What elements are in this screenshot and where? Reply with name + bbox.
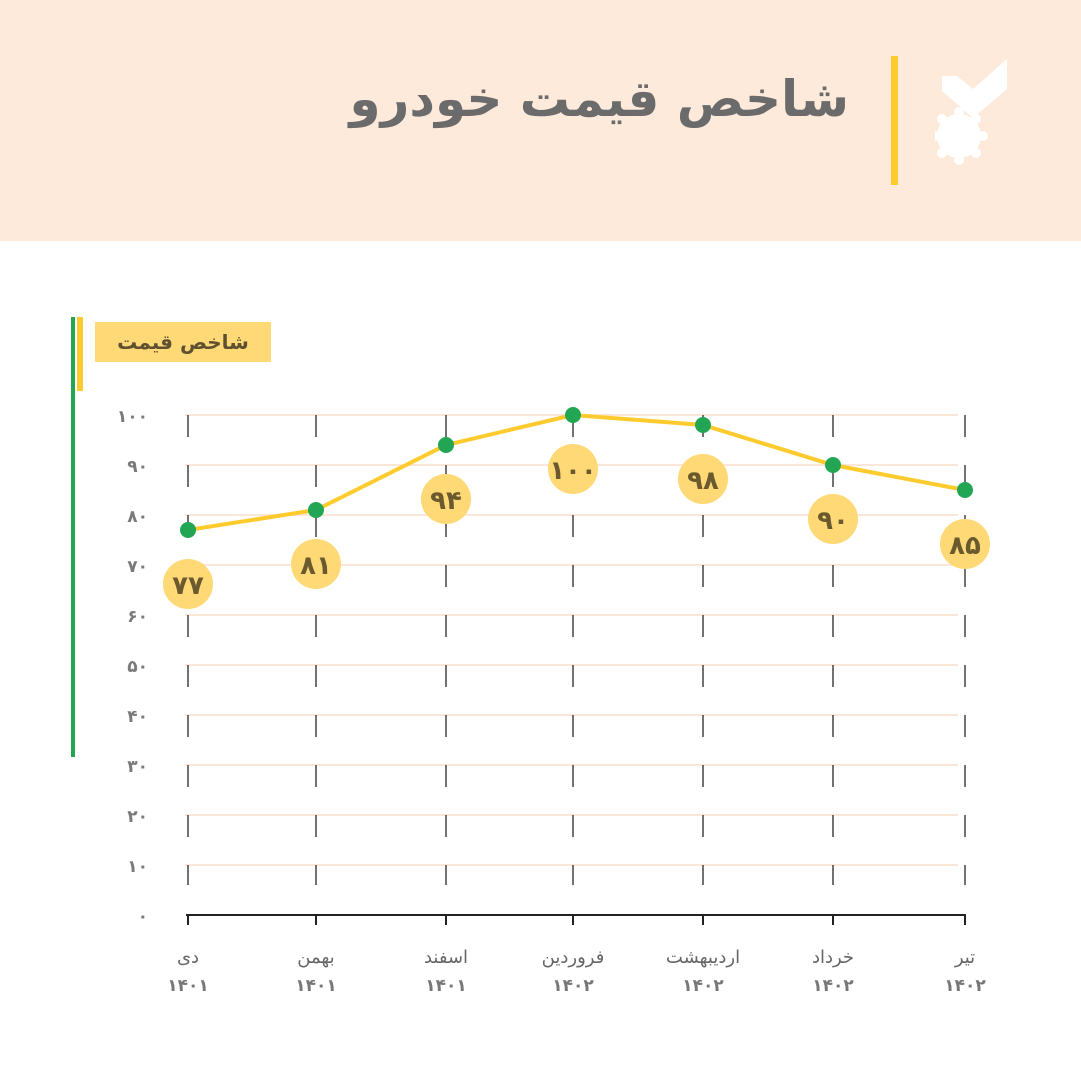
data-label-bubble	[291, 539, 341, 589]
y-tick-label: ۱۰۰	[117, 407, 148, 427]
data-label-bubble	[808, 494, 858, 544]
x-tick-label-year: ۱۴۰۱	[295, 976, 337, 996]
y-tick-label: ۶۰	[127, 607, 148, 627]
data-point	[438, 437, 454, 453]
x-tick-label-year: ۱۴۰۱	[167, 976, 209, 996]
data-label: ۷۷	[172, 571, 204, 601]
data-label: ۸۵	[949, 531, 981, 561]
y-tick-label: ۲۰	[127, 807, 148, 827]
y-tick-label: ۰	[138, 907, 148, 927]
x-tick-label-year: ۱۴۰۲	[944, 976, 986, 996]
y-tick-label: ۱۰	[127, 857, 148, 877]
header-banner	[0, 0, 1081, 241]
data-point	[825, 457, 841, 473]
y-tick-label: ۸۰	[127, 507, 148, 527]
x-tick-label-month: خرداد	[812, 947, 854, 968]
legend-yellow-bar	[77, 317, 83, 391]
y-tick-label: ۳۰	[127, 757, 148, 777]
data-label: ۹۴	[430, 486, 462, 516]
data-point	[180, 522, 196, 538]
data-label-bubble	[678, 454, 728, 504]
data-point	[957, 482, 973, 498]
x-tick-label-month: اردیبهشت	[666, 947, 740, 968]
legend-green-bar	[71, 317, 75, 757]
x-tick-label-month: دی	[177, 947, 199, 968]
legend-label: شاخص قیمت	[95, 322, 271, 362]
data-label: ۹۰	[817, 506, 849, 536]
x-tick-label-year: ۱۴۰۲	[552, 976, 594, 996]
medal-check-icon	[935, 59, 1007, 165]
data-label-bubble	[548, 444, 598, 494]
x-tick-label-year: ۱۴۰۲	[682, 976, 724, 996]
data-point	[695, 417, 711, 433]
y-tick-label: ۴۰	[127, 707, 148, 727]
data-label: ۸۱	[300, 551, 332, 581]
data-label-bubble	[940, 519, 990, 569]
y-tick-label: ۷۰	[127, 557, 148, 577]
x-tick-label-month: اسفند	[424, 947, 468, 968]
data-label: ۹۸	[687, 466, 719, 496]
x-tick-label-month: بهمن	[297, 947, 334, 968]
x-tick-label-month: فروردین	[542, 947, 605, 968]
data-point	[308, 502, 324, 518]
page-title: شاخص قیمت خودرو	[349, 70, 849, 128]
data-label-bubble	[421, 474, 471, 524]
title-accent-bar	[891, 56, 898, 185]
x-tick-label-year: ۱۴۰۲	[812, 976, 854, 996]
y-tick-label: ۵۰	[127, 657, 148, 677]
data-label: ۱۰۰	[549, 456, 597, 486]
data-label-bubble	[163, 559, 213, 609]
data-point	[565, 407, 581, 423]
x-tick-label-year: ۱۴۰۱	[425, 976, 467, 996]
x-tick-label-month: تیر	[954, 947, 975, 968]
y-tick-label: ۹۰	[127, 457, 148, 477]
